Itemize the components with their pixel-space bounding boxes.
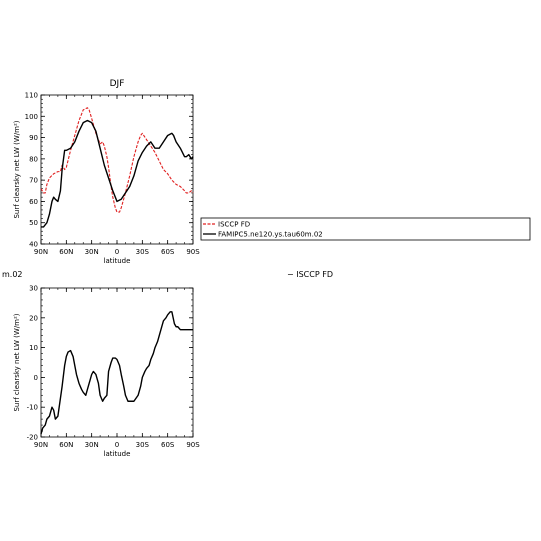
y-tick-label: 110 (25, 92, 38, 100)
x-tick-label: 30S (136, 441, 150, 449)
x-tick-label: 60N (59, 248, 73, 256)
side-legend-text: − ISCCP FD (287, 270, 333, 279)
extras: m.02 − ISCCP FD (2, 270, 333, 279)
y-tick-label: 80 (29, 155, 38, 163)
plot-frame (40, 94, 194, 245)
y-tick-label: 0 (34, 374, 38, 382)
series-line-model (40, 311, 193, 435)
top-panel: 90N 60N 30N 0 30S 60S 90S 40 50 60 70 80 90 100 110 lat… (13, 79, 200, 265)
chart-title: DJF (110, 79, 125, 89)
y-tick-label: -20 (27, 434, 38, 442)
x-tick-label: 90N (34, 248, 48, 256)
bottom-panel: 90N 60N 30N 0 30S 60S 90S -20 -10 0 10 20 30 latitude… (13, 285, 200, 459)
y-tick-label: -10 (27, 404, 38, 412)
x-tick-label: 0 (115, 441, 119, 449)
y-tick-label: 40 (29, 241, 38, 249)
y-tick-label: 20 (29, 314, 38, 322)
x-axis-label: latitude (104, 257, 131, 265)
x-tick-label: 30N (85, 248, 99, 256)
x-tick-label: 90S (186, 441, 200, 449)
x-tick-label: 60S (161, 441, 175, 449)
y-axis-label: Surf clearsky net LW (W/m²) (13, 120, 21, 218)
x-tick-label: 0 (115, 248, 119, 256)
y-tick-label: 30 (29, 285, 38, 293)
x-tick-label: 90S (186, 248, 200, 256)
x-tick-label: 30N (85, 441, 99, 449)
legend-entry: ISCCP FD (218, 221, 250, 229)
legend-box (200, 217, 531, 241)
y-tick-label: 60 (29, 198, 38, 206)
x-tick-label: 30S (136, 248, 150, 256)
x-tick-label: 60N (59, 441, 73, 449)
x-tick-label: 90N (34, 441, 48, 449)
y-tick-label: 50 (29, 219, 38, 227)
y-tick-label: 10 (29, 344, 38, 352)
x-tick-label: 60S (161, 248, 175, 256)
y-tick-label: 100 (25, 113, 38, 121)
legend-entry: FAMIPC5.ne120.ys.tau60m.02 (218, 231, 323, 239)
y-tick-label: 90 (29, 134, 38, 142)
legend: ISCCP FD FAMIPC5.ne120.ys.tau60m.02 (200, 217, 531, 241)
truncated-label-fragment: m.02 (2, 270, 23, 279)
plot-frame (40, 287, 194, 438)
y-axis-label: Surf clearsky net LW (W/m²) (13, 313, 21, 411)
series-line-model (41, 119, 194, 228)
x-axis-label: latitude (104, 450, 131, 458)
y-tick-label: 70 (29, 177, 38, 185)
